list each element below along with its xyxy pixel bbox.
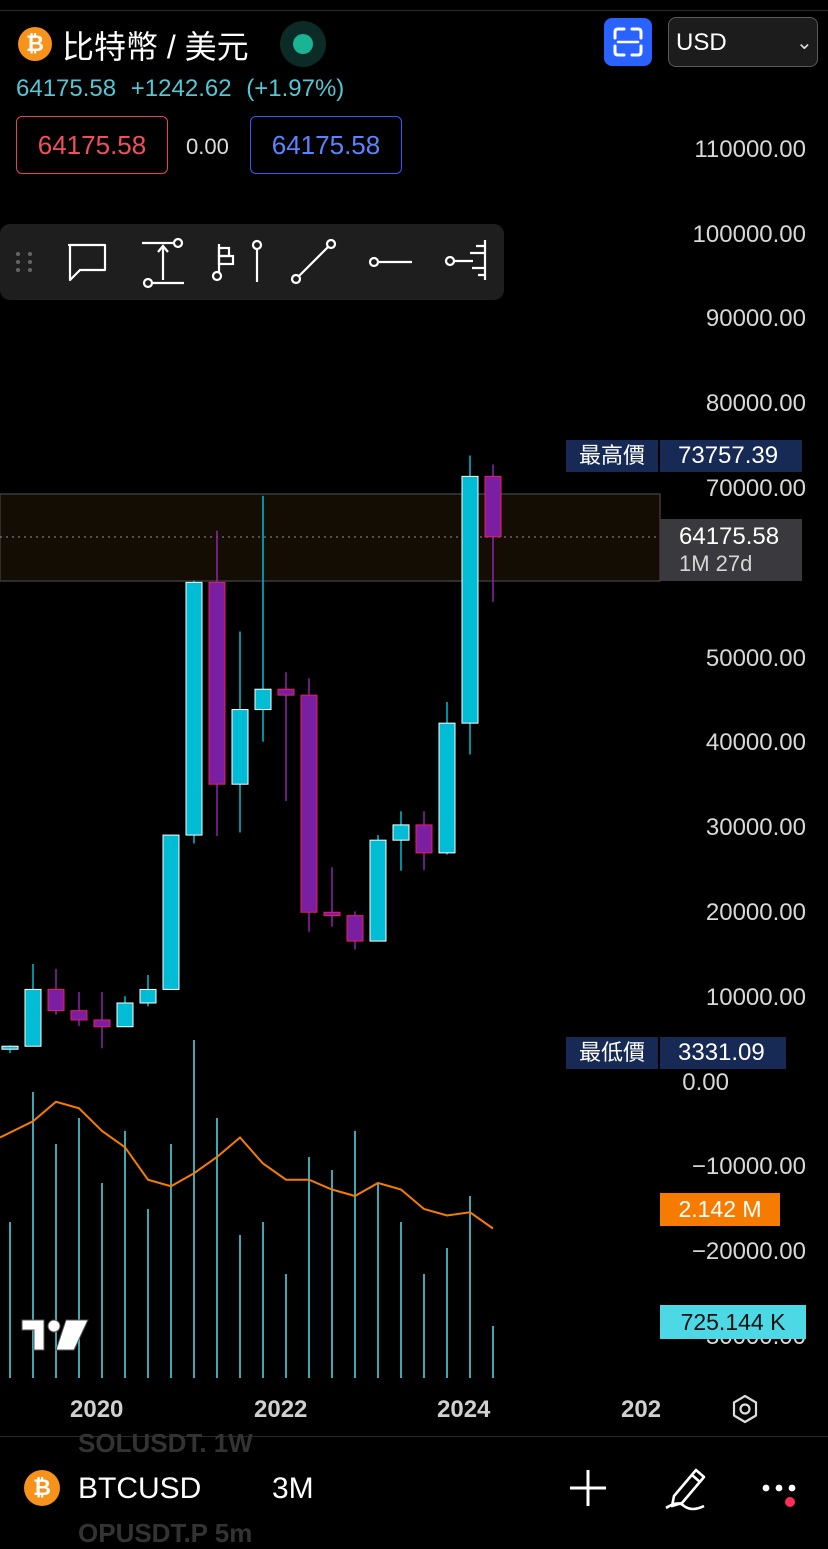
price-axis-label: 80000.00	[705, 390, 806, 417]
price-axis-label: 20000.00	[705, 899, 806, 926]
chevron-down-icon: ⌄	[796, 32, 813, 54]
price-chart[interactable]	[0, 0, 828, 1440]
candle-body[interactable]	[47, 988, 65, 1012]
candle-body[interactable]	[254, 688, 272, 711]
symbol-title[interactable]: 比特幣 / 美元	[62, 29, 249, 65]
candle-body[interactable]	[438, 722, 456, 854]
fullscreen-icon	[613, 27, 643, 57]
pen-icon	[665, 1468, 706, 1511]
candle-body[interactable]	[139, 988, 157, 1004]
plus-icon	[570, 1470, 606, 1506]
horizontal-ray-icon[interactable]	[362, 224, 422, 300]
volume-ma-tag: 2.142 M	[660, 1193, 780, 1226]
low-price-label: 最低價	[566, 1037, 658, 1069]
candle-body[interactable]	[231, 709, 249, 785]
current-price-value: 64175.58	[679, 523, 780, 550]
drawing-tools-button[interactable]	[662, 1464, 708, 1512]
price-axis-label: 100000.00	[692, 221, 806, 248]
high-price-value: 73757.39	[660, 440, 802, 472]
candle-body[interactable]	[415, 824, 433, 854]
candle-body[interactable]	[116, 1002, 134, 1028]
high-price-label: 最高價	[566, 440, 658, 472]
candle-body[interactable]	[70, 1010, 88, 1021]
candle-body[interactable]	[1, 1045, 19, 1050]
candle-body[interactable]	[461, 475, 479, 724]
candle-body[interactable]	[93, 1019, 111, 1028]
drag-handle-icon[interactable]	[0, 224, 46, 300]
price-change-pct: (+1.97%)	[246, 75, 345, 102]
ghost-watchlist-row: SOLUSDT. 1W	[78, 1428, 253, 1458]
bitcoin-logo-icon: ₿	[18, 27, 52, 61]
volume-profile-icon[interactable]	[440, 224, 500, 300]
candle-body[interactable]	[300, 694, 318, 913]
candle-body[interactable]	[277, 688, 295, 696]
price-summary: 64175.58 +1242.62 (+1.97%)	[16, 75, 352, 103]
candle-body[interactable]	[369, 839, 387, 942]
bottom-divider	[0, 1436, 828, 1437]
currency-select-value: USD	[676, 29, 727, 56]
sell-button[interactable]: 64175.58	[16, 116, 168, 174]
volume-tag: 725.144 K	[660, 1305, 806, 1339]
price-axis-label: 110000.00	[694, 136, 806, 163]
candle-body[interactable]	[346, 915, 364, 942]
drawing-toolbar	[0, 224, 504, 300]
ghost-watchlist-row: OPUSDT.P 5m	[78, 1518, 253, 1548]
tradingview-logo-icon[interactable]	[20, 1316, 90, 1356]
interval-button[interactable]: 3M	[272, 1472, 314, 1505]
price-axis-label: 10000.00	[705, 984, 806, 1011]
low-price-value: 3331.09	[660, 1037, 786, 1069]
volume-ma-line	[0, 1100, 494, 1230]
long-position-icon[interactable]	[206, 224, 266, 300]
candle-body[interactable]	[185, 581, 203, 836]
candle-body[interactable]	[323, 911, 341, 917]
fullscreen-button[interactable]	[604, 18, 652, 66]
candle-body[interactable]	[24, 988, 42, 1047]
candle-body[interactable]	[208, 581, 226, 785]
time-axis-label: 2024	[437, 1396, 491, 1423]
bitcoin-logo-icon: ₿	[24, 1470, 60, 1506]
price-axis-label: 50000.00	[705, 645, 806, 672]
low-price-tag: 最低價 3331.09	[566, 1037, 786, 1069]
high-price-tag: 最高價 73757.39	[566, 440, 802, 472]
top-divider	[0, 10, 828, 11]
more-options-button[interactable]	[760, 1474, 804, 1508]
trend-line-icon[interactable]	[284, 224, 344, 300]
price-axis-label: −20000.00	[691, 1238, 806, 1265]
add-button[interactable]	[568, 1466, 608, 1510]
last-price: 64175.58	[16, 75, 117, 102]
price-axis-label: 70000.00	[705, 475, 806, 502]
price-change: +1242.62	[130, 75, 232, 102]
price-axis-label: 30000.00	[705, 814, 806, 841]
comment-icon[interactable]	[58, 224, 118, 300]
candle-body[interactable]	[162, 834, 180, 990]
current-price-tag	[660, 519, 802, 581]
candle-body[interactable]	[484, 475, 502, 538]
spread-value: 0.00	[186, 134, 229, 159]
price-range-icon[interactable]	[134, 224, 194, 300]
chart-settings-icon[interactable]	[730, 1394, 760, 1424]
buy-button[interactable]: 64175.58	[250, 116, 402, 174]
more-dots-icon	[762, 1484, 796, 1507]
candle-body[interactable]	[392, 824, 410, 841]
time-axis-label: 202	[621, 1396, 660, 1423]
currency-select[interactable]	[668, 17, 818, 67]
market-open-dot-icon	[293, 34, 313, 54]
time-axis-label: 2022	[254, 1396, 308, 1423]
bar-countdown: 1M 27d	[679, 551, 753, 576]
price-axis-label: 0.00	[682, 1069, 729, 1096]
time-axis-label: 2020	[70, 1396, 124, 1423]
price-axis-label: 90000.00	[705, 305, 806, 332]
symbol-button[interactable]: BTCUSD	[78, 1472, 202, 1505]
price-axis-label: 40000.00	[705, 729, 806, 756]
price-axis-label: −10000.00	[691, 1153, 806, 1180]
